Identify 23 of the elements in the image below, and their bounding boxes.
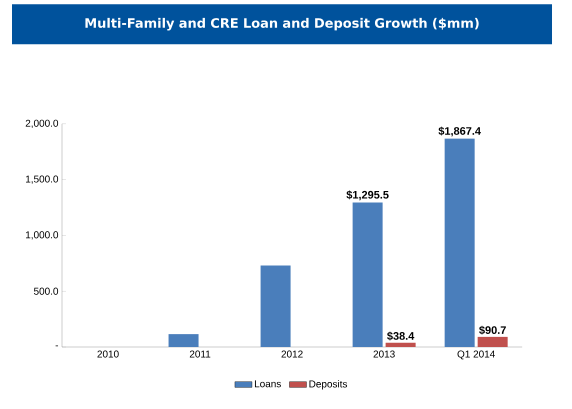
data-label: $90.7 bbox=[479, 326, 506, 335]
bar bbox=[478, 336, 508, 347]
x-tick-label: 2011 bbox=[190, 350, 210, 358]
data-label: $1,295.5 bbox=[346, 190, 389, 200]
x-tick-label: Q1 2014 bbox=[458, 350, 495, 360]
legend-label: Deposits bbox=[309, 380, 348, 390]
bar bbox=[168, 334, 199, 347]
bar bbox=[352, 202, 383, 347]
data-label: $38.4 bbox=[387, 332, 414, 341]
bar bbox=[386, 342, 416, 347]
x-tick-label: 2013 bbox=[374, 350, 395, 358]
x-tick-label: 2010 bbox=[97, 350, 119, 358]
y-tick-label: 500.0 bbox=[34, 288, 58, 295]
y-tick-label: 2,000.0 bbox=[26, 120, 58, 128]
y-tick-label: - bbox=[56, 345, 58, 346]
bar bbox=[444, 138, 475, 347]
bar bbox=[260, 266, 291, 347]
chart-title: Multi-Family and CRE Loan and Deposit Growth ($mm) bbox=[85, 18, 479, 31]
data-label: $1,867.4 bbox=[438, 126, 481, 136]
x-tick-label: 2012 bbox=[282, 350, 303, 358]
y-tick-label: 1,500.0 bbox=[26, 176, 58, 184]
y-tick-label: 1,000.0 bbox=[26, 231, 58, 240]
legend-label: Loans bbox=[254, 380, 281, 388]
